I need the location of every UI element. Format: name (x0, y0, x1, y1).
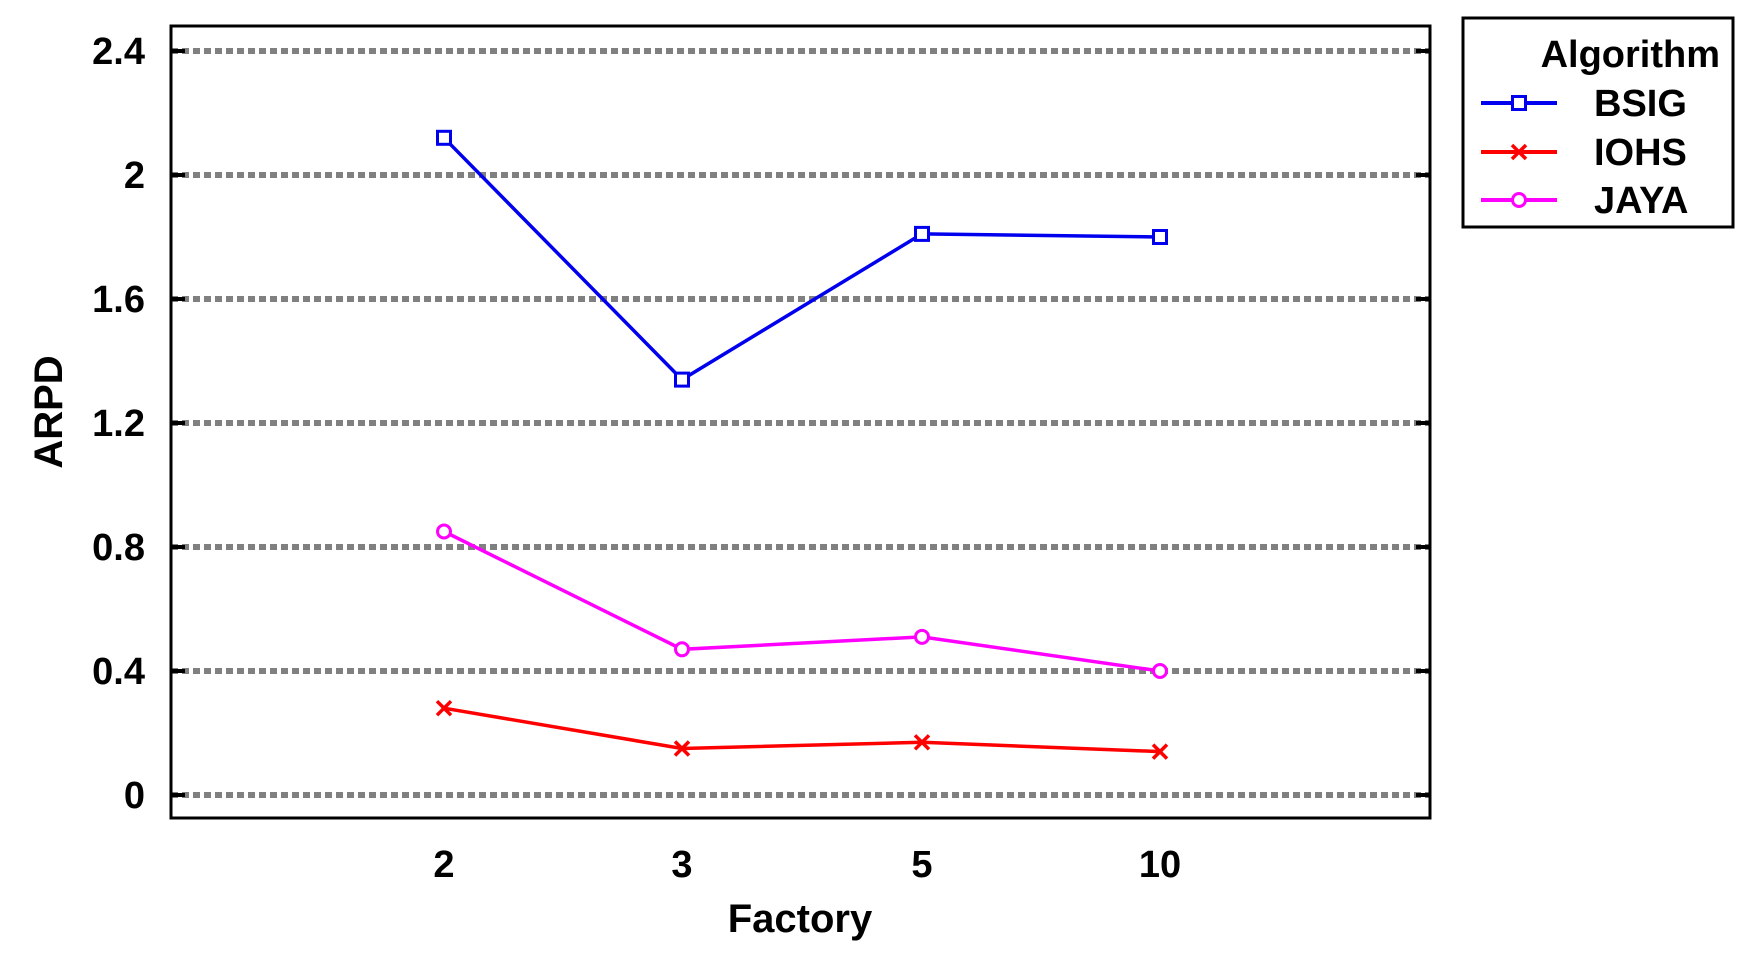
series-bsig (436, 129, 1168, 388)
x-axis-title: Factory (728, 897, 873, 941)
y-tick-label: 2 (124, 155, 145, 197)
legend-frame (1461, 16, 1735, 229)
legend-swatch-marker (1511, 192, 1527, 208)
y-tick-label: 0.8 (92, 527, 145, 569)
series-line-bsig (442, 136, 1161, 382)
legend-title: Algorithm (1541, 34, 1720, 76)
legend-label: BSIG (1594, 83, 1687, 125)
data-point-bsig (674, 371, 690, 388)
data-point-iohs (913, 734, 931, 751)
data-point-jaya (914, 628, 930, 645)
legend-swatch-marker (1510, 143, 1528, 161)
series-jaya (436, 523, 1168, 679)
data-series (435, 129, 1169, 760)
y-tick-label: 2.4 (92, 31, 145, 73)
legend-label: IOHS (1594, 132, 1687, 174)
grid-lines (171, 48, 1430, 798)
series-line-iohs (443, 706, 1161, 754)
y-tick-label: 0.4 (92, 651, 145, 693)
legend-item-jaya: JAYA (1481, 180, 1688, 222)
legend-item-bsig: BSIG (1481, 83, 1687, 125)
data-point-jaya (674, 641, 690, 658)
data-point-bsig (1152, 229, 1168, 245)
y-axis-title: ARPD (27, 355, 71, 468)
x-tick-label: 2 (433, 844, 454, 886)
y-tick-label: 1.2 (92, 403, 145, 445)
x-tick-label: 5 (911, 844, 932, 886)
data-point-jaya (436, 523, 452, 540)
data-point-iohs (435, 699, 453, 717)
data-point-iohs (673, 740, 691, 757)
series-line-jaya (443, 529, 1161, 673)
x-tick-label: 10 (1139, 844, 1181, 886)
series-iohs (435, 699, 1169, 760)
data-point-iohs (1151, 743, 1169, 760)
legend-item-iohs: IOHS (1481, 132, 1687, 174)
data-point-bsig (914, 225, 930, 242)
legend: Algorithm BSIG IOHS JAYA (1461, 16, 1735, 229)
x-tick-label: 3 (671, 844, 692, 886)
data-point-jaya (1152, 663, 1168, 679)
x-axis-ticks: 2 3 5 10 (433, 844, 1181, 886)
legend-items: BSIG IOHS JAYA (1481, 83, 1688, 222)
y-tick-label: 0 (124, 775, 145, 817)
data-point-bsig (436, 129, 452, 146)
legend-label: JAYA (1594, 180, 1688, 222)
y-axis-ticks: 0 0.4 0.8 1.2 1.6 2 2.4 (92, 31, 1430, 817)
legend-swatch-marker (1511, 95, 1527, 111)
y-tick-label: 1.6 (92, 279, 145, 321)
